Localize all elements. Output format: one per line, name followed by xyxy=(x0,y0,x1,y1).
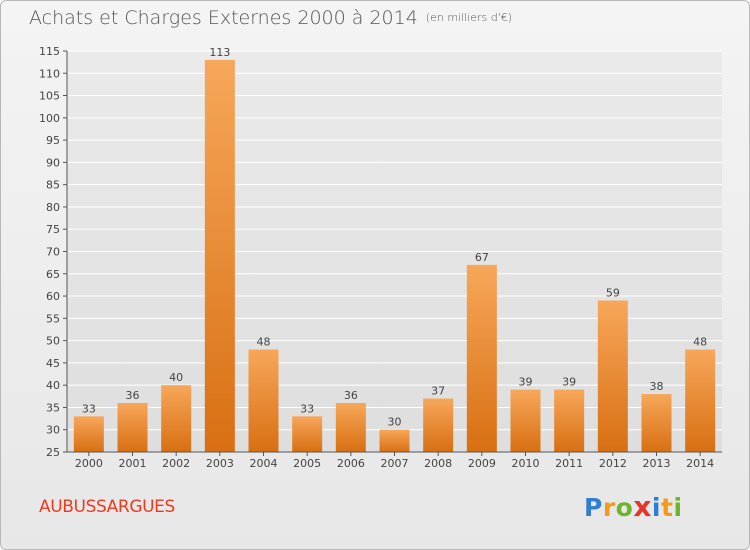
y-tick-label: 45 xyxy=(46,357,60,370)
logo-letter: o xyxy=(615,493,634,522)
y-tick-label: 40 xyxy=(46,379,60,392)
bar-value-label: 38 xyxy=(650,380,664,393)
bar xyxy=(510,389,541,452)
y-tick-label: 95 xyxy=(46,134,60,147)
y-tick-label: 90 xyxy=(46,156,60,169)
bar-value-label: 36 xyxy=(126,389,140,402)
y-tick-label: 85 xyxy=(46,179,60,192)
logo-letter: r xyxy=(602,493,616,522)
title-text: Achats et Charges Externes 2000 à 2014 xyxy=(29,7,418,29)
title-unit: (en milliers d'€) xyxy=(425,11,513,24)
x-tick-label: 2012 xyxy=(599,457,627,470)
x-tick-label: 2003 xyxy=(206,457,234,470)
y-tick-label: 115 xyxy=(39,45,60,58)
x-tick-label: 2008 xyxy=(424,457,452,470)
proxiti-logo: Proxiti xyxy=(584,490,683,523)
bar xyxy=(597,300,628,452)
logo-letter: i xyxy=(651,493,661,522)
bar-value-label: 48 xyxy=(257,336,271,349)
logo-letter: x xyxy=(633,490,652,523)
bar xyxy=(641,394,672,452)
bar xyxy=(117,402,148,452)
bar-value-label: 67 xyxy=(475,251,489,264)
bar-value-label: 39 xyxy=(562,376,576,389)
bar-value-label: 48 xyxy=(693,336,707,349)
bar xyxy=(423,398,454,452)
y-tick-label: 65 xyxy=(46,268,60,281)
bar-value-label: 59 xyxy=(606,287,620,300)
bar-value-label: 36 xyxy=(344,389,358,402)
logo-letter: t xyxy=(661,493,674,522)
bar xyxy=(161,385,192,452)
y-tick-label: 35 xyxy=(46,401,60,414)
y-tick-label: 110 xyxy=(39,67,60,80)
x-tick-label: 2013 xyxy=(643,457,671,470)
bar-value-label: 33 xyxy=(300,402,314,415)
y-tick-label: 105 xyxy=(39,90,60,103)
x-tick-label: 2001 xyxy=(119,457,147,470)
y-tick-label: 30 xyxy=(46,424,60,437)
x-tick-label: 2000 xyxy=(75,457,103,470)
x-tick-label: 2011 xyxy=(555,457,583,470)
x-tick-label: 2005 xyxy=(293,457,321,470)
bar xyxy=(335,402,366,452)
y-tick-label: 50 xyxy=(46,335,60,348)
x-tick-label: 2006 xyxy=(337,457,365,470)
logo-letter: i xyxy=(673,493,683,522)
bar xyxy=(204,59,235,453)
bar xyxy=(292,416,323,452)
bar-value-label: 113 xyxy=(209,46,230,59)
bar-value-label: 40 xyxy=(169,371,183,384)
x-tick-label: 2014 xyxy=(686,457,714,470)
bar-value-label: 30 xyxy=(388,416,402,429)
commune-name: AUBUSSARGUES xyxy=(39,497,175,517)
chart-title: Achats et Charges Externes 2000 à 2014 (e… xyxy=(29,7,512,29)
logo-letter: P xyxy=(584,493,603,522)
bar xyxy=(73,416,104,452)
x-tick-label: 2007 xyxy=(381,457,409,470)
y-tick-label: 100 xyxy=(39,112,60,125)
bar xyxy=(554,389,585,452)
bar xyxy=(685,349,716,452)
y-tick-label: 70 xyxy=(46,246,60,259)
x-tick-label: 2009 xyxy=(468,457,496,470)
x-tick-label: 2002 xyxy=(162,457,190,470)
y-tick-label: 55 xyxy=(46,312,60,325)
x-tick-label: 2010 xyxy=(512,457,540,470)
bar-value-label: 37 xyxy=(431,385,445,398)
bar-value-label: 39 xyxy=(519,376,533,389)
x-tick-label: 2004 xyxy=(250,457,278,470)
bar-value-label: 33 xyxy=(82,402,96,415)
y-tick-label: 25 xyxy=(46,446,60,459)
bar xyxy=(466,264,497,452)
bar xyxy=(248,349,279,452)
bar xyxy=(379,429,410,452)
y-tick-label: 60 xyxy=(46,290,60,303)
y-tick-label: 75 xyxy=(46,223,60,236)
y-tick-label: 80 xyxy=(46,201,60,214)
